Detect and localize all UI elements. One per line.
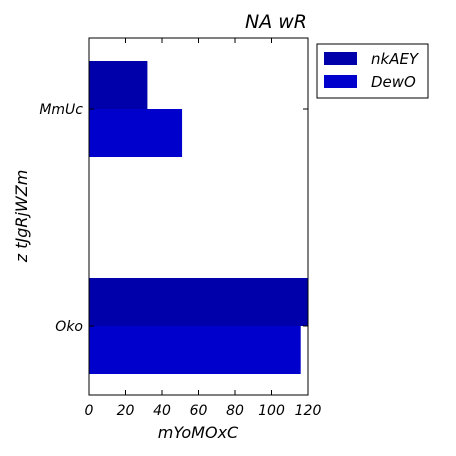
bar-nkAEY-MmUc — [89, 61, 148, 109]
x-tick-label: 120 — [295, 403, 322, 419]
y-tick-labels: MmUc Oko — [39, 102, 83, 335]
legend-swatch-DewO — [324, 75, 357, 88]
y-tick-label: Oko — [55, 319, 83, 335]
y-axis-label: z tJgRjWZm — [12, 170, 31, 264]
legend-label-nkAEY: nkAEY — [371, 50, 420, 68]
legend-label-DewO: DewO — [371, 73, 416, 91]
x-tick-label: 0 — [85, 403, 94, 419]
x-axis-label: mYoMOxC — [158, 423, 239, 442]
chart-title: NA wR — [245, 11, 307, 33]
legend: nkAEY DewO — [316, 43, 429, 99]
x-tick-label: 60 — [190, 403, 208, 419]
bar-group — [89, 61, 308, 374]
y-tick-label: MmUc — [39, 102, 83, 118]
x-tick-label: 80 — [226, 403, 244, 419]
legend-swatch-nkAEY — [324, 52, 357, 65]
x-tick-labels: 0 20 40 60 80 100 120 — [85, 403, 322, 419]
bar-nkAEY-Oko — [89, 278, 308, 326]
x-tick-label: 20 — [117, 403, 135, 419]
axis-ticks — [88, 38, 309, 395]
bar-DewO-Oko — [89, 326, 301, 374]
x-tick-label: 100 — [258, 403, 285, 419]
bar-DewO-MmUc — [89, 109, 183, 157]
x-tick-label: 40 — [153, 403, 171, 419]
